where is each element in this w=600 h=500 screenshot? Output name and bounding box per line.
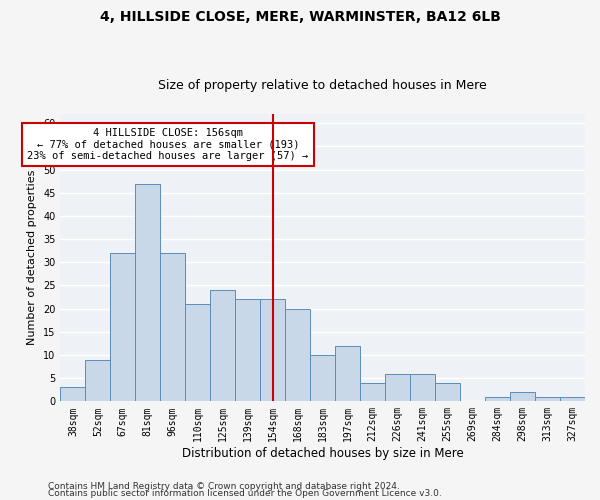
Bar bbox=[61, 388, 85, 402]
Text: Contains public sector information licensed under the Open Government Licence v3: Contains public sector information licen… bbox=[48, 489, 442, 498]
Bar bbox=[185, 304, 210, 402]
Text: 4 HILLSIDE CLOSE: 156sqm
← 77% of detached houses are smaller (193)
23% of semi-: 4 HILLSIDE CLOSE: 156sqm ← 77% of detach… bbox=[27, 128, 308, 161]
Bar bbox=[335, 346, 360, 402]
Bar bbox=[510, 392, 535, 402]
Bar bbox=[435, 383, 460, 402]
Bar bbox=[410, 374, 435, 402]
Bar bbox=[285, 308, 310, 402]
Bar bbox=[385, 374, 410, 402]
Bar bbox=[210, 290, 235, 402]
Bar bbox=[535, 396, 560, 402]
Bar bbox=[110, 253, 136, 402]
Bar bbox=[260, 300, 285, 402]
Text: 4, HILLSIDE CLOSE, MERE, WARMINSTER, BA12 6LB: 4, HILLSIDE CLOSE, MERE, WARMINSTER, BA1… bbox=[100, 10, 500, 24]
Bar bbox=[560, 396, 585, 402]
Bar bbox=[360, 383, 385, 402]
X-axis label: Distribution of detached houses by size in Mere: Distribution of detached houses by size … bbox=[182, 447, 464, 460]
Text: Contains HM Land Registry data © Crown copyright and database right 2024.: Contains HM Land Registry data © Crown c… bbox=[48, 482, 400, 491]
Y-axis label: Number of detached properties: Number of detached properties bbox=[28, 170, 37, 346]
Bar bbox=[160, 253, 185, 402]
Bar bbox=[485, 396, 510, 402]
Bar bbox=[85, 360, 110, 402]
Bar bbox=[136, 184, 160, 402]
Bar bbox=[235, 300, 260, 402]
Title: Size of property relative to detached houses in Mere: Size of property relative to detached ho… bbox=[158, 79, 487, 92]
Bar bbox=[310, 355, 335, 402]
